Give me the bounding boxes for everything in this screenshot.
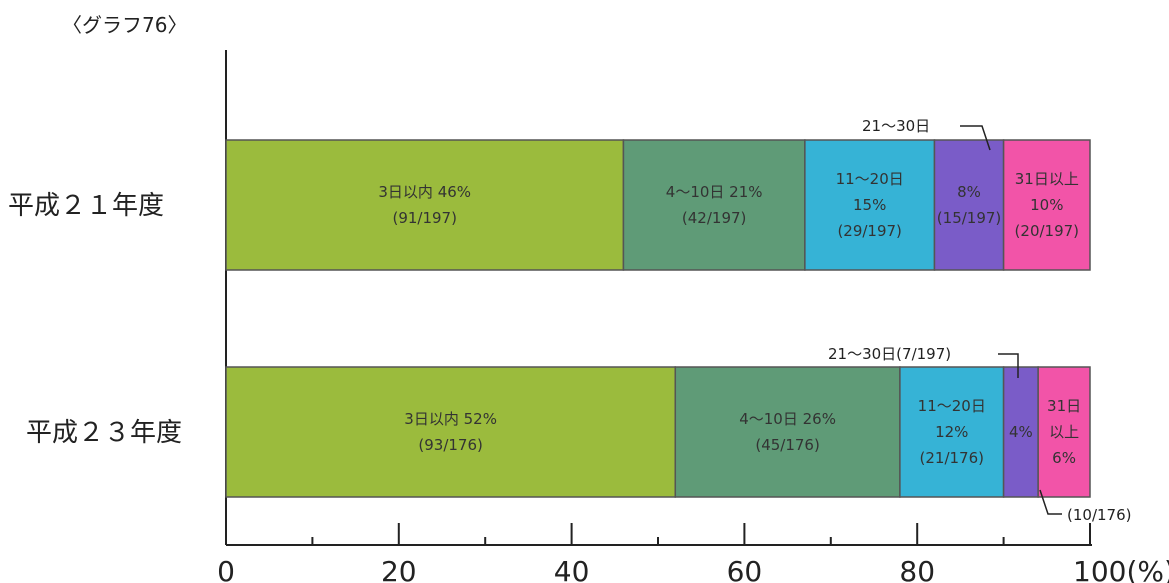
segment-label: (15/197)	[937, 209, 1001, 227]
segment-label: 6%	[1052, 449, 1076, 467]
callout-leader	[1039, 489, 1062, 515]
segment-label: 3日以内 46%	[378, 183, 471, 201]
bar-segment	[1002, 139, 1091, 271]
x-tick-label: 40	[554, 555, 590, 583]
x-tick-label: 0	[217, 555, 235, 583]
callout-label: (10/176)	[1067, 506, 1131, 524]
segment-label: (45/176)	[755, 436, 819, 454]
segment-label: (91/197)	[392, 209, 456, 227]
segment-label: 以上	[1049, 423, 1079, 441]
bar-segment	[225, 139, 625, 271]
segment-label: (21/176)	[920, 449, 984, 467]
callout-label: 21〜30日(7/197)	[828, 345, 951, 363]
x-tick-label: 80	[899, 555, 935, 583]
segment-label: (29/197)	[837, 222, 901, 240]
segment-label: 3日以内 52%	[404, 410, 497, 428]
segment-label: 4〜10日 26%	[739, 410, 836, 428]
bar-segment	[674, 366, 901, 498]
segment-label: 4%	[1009, 423, 1033, 441]
callout-leader	[960, 125, 991, 151]
segment-label: 8%	[957, 183, 981, 201]
segment-label: (20/197)	[1015, 222, 1079, 240]
x-tick-label: 20	[381, 555, 417, 583]
callout-leader	[998, 353, 1019, 378]
segment-label: 31日以上	[1015, 170, 1079, 188]
bar-segment	[933, 139, 1005, 271]
segment-label: 15%	[853, 196, 886, 214]
segment-label: (93/176)	[418, 436, 482, 454]
segment-label: 10%	[1030, 196, 1063, 214]
segment-label: 31日	[1047, 397, 1081, 415]
bar-segment	[1037, 366, 1091, 498]
segment-label: 11〜20日	[836, 170, 904, 188]
callout-label: 21〜30日	[862, 117, 930, 135]
segment-label: 4〜10日 21%	[666, 183, 763, 201]
segment-label: 11〜20日	[918, 397, 986, 415]
segment-label: 12%	[935, 423, 968, 441]
category-label: 平成２３年度	[26, 418, 182, 448]
bar-segment	[899, 366, 1005, 498]
segment-label: (42/197)	[682, 209, 746, 227]
category-label: 平成２１年度	[8, 191, 164, 221]
bar-segment	[225, 366, 677, 498]
bar-segment	[804, 139, 936, 271]
chart-title: 〈グラフ76〉	[62, 13, 187, 37]
x-tick-label: 100(%)	[1073, 555, 1169, 583]
bar-segment	[622, 139, 806, 271]
bar-segment	[1002, 366, 1039, 498]
x-tick-label: 60	[727, 555, 763, 583]
